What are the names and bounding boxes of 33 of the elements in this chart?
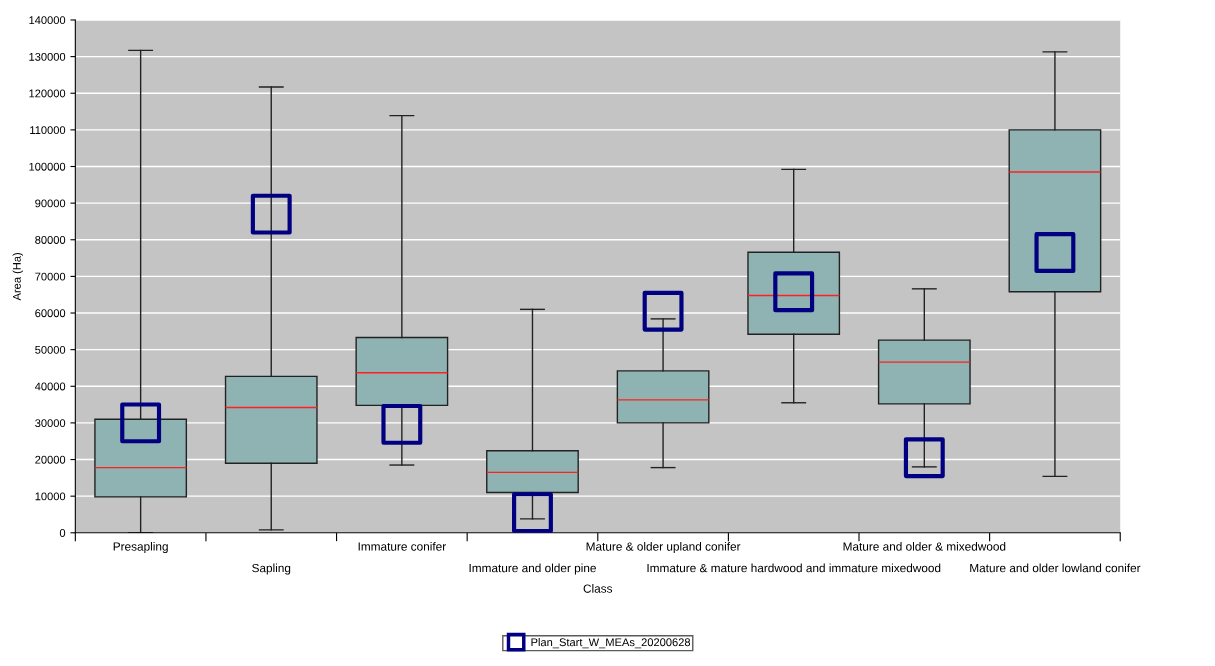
x-tick-label: Presapling	[113, 542, 168, 554]
y-tick-label: 40000	[34, 382, 66, 391]
y-tick-label: 70000	[35, 272, 66, 281]
y-tick-label: 110000	[30, 126, 66, 135]
y-tick-label: 100000	[29, 162, 66, 171]
y-tick-label: 130000	[29, 52, 66, 61]
point	[250, 193, 292, 235]
y-tick-label: 140000	[29, 16, 66, 25]
point	[512, 492, 553, 533]
y-tick-label: 10000	[35, 492, 66, 501]
y-tick-label: 50000	[35, 345, 66, 354]
x-tick-label: Immature conifer	[358, 542, 446, 551]
point	[381, 403, 423, 445]
point	[903, 437, 945, 479]
x-tick-label: Sapling	[252, 563, 291, 575]
x-tick-label: Immature and older pine	[469, 563, 596, 575]
point	[120, 402, 162, 444]
x-axis-title: Class	[583, 584, 613, 593]
y-axis-title: Area (Ha)	[12, 253, 23, 301]
point	[1034, 232, 1076, 274]
x-tick-label: Mature & older upland conifer	[586, 542, 741, 554]
y-tick-label: 0	[59, 529, 66, 537]
point	[642, 290, 684, 332]
y-tick-label: 30000	[35, 419, 66, 428]
y-tick-label: 120000	[29, 89, 66, 98]
x-tick-label: Mature and older & mixedwood	[843, 542, 1006, 551]
x-tick-label: Immature & mature hardwood and immature mixedwood	[647, 563, 941, 573]
legend-label: Plan_Start_W_MEAs_20200628	[531, 638, 691, 649]
y-tick-label: 20000	[35, 455, 66, 464]
x-tick-label: Mature and older lowland conifer	[970, 563, 1141, 573]
y-tick-label: 90000	[35, 199, 66, 208]
y-tick-label: 60000	[35, 309, 66, 318]
y-tick-label: 80000	[35, 236, 66, 244]
